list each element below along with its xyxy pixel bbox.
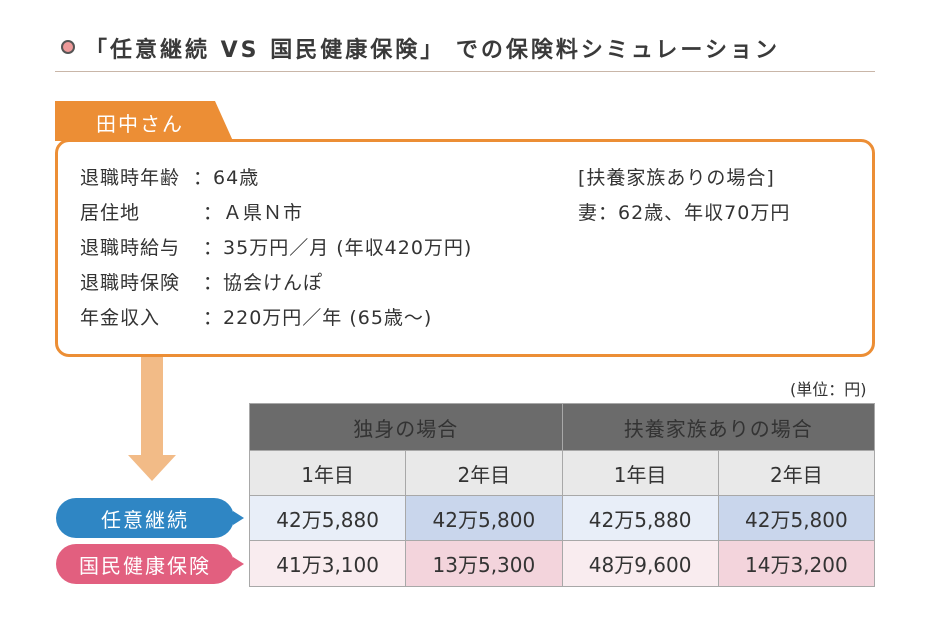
row-tag-label: 国民健康保険 (79, 553, 211, 578)
detail-label: 年金収入 (80, 307, 161, 329)
row-tag-kokumin-kenko-hoken: 国民健康保険 (56, 544, 244, 584)
group-header-single: 独身の場合 (249, 403, 563, 451)
table-row: 42万5,880 42万5,800 42万5,880 42万5,800 (248, 495, 876, 541)
page-title: 「任意継続 VS 国民健康保険」 での保険料シミュレーション (85, 38, 780, 63)
row-tag-nin-i-keizoku: 任意継続 (56, 498, 244, 538)
row-tag-label: 任意継続 (101, 507, 189, 532)
detail-salary: 退職時給与 ：35万円／月 (年収420万円) (80, 233, 472, 260)
table-cell: 42万5,880 (248, 495, 407, 541)
down-arrow-stem (141, 357, 163, 457)
detail-pension: 年金収入 ：220万円／年 (65歳〜) (80, 303, 432, 330)
detail-label: 退職時年齢 (80, 167, 181, 189)
detail-value: Ａ県Ｎ市 (223, 202, 304, 224)
table-row: 41万3,100 13万5,300 48万9,600 14万3,200 (248, 540, 876, 587)
detail-sep: ： (203, 272, 224, 294)
table-cell: 42万5,800 (405, 495, 563, 541)
table-year-header-row: 1年目 2年目 1年目 2年目 (248, 450, 876, 496)
detail-value: 35万円／月 (年収420万円) (223, 237, 473, 259)
year-header: 1年目 (248, 450, 407, 496)
unit-label: (単位：円) (790, 380, 867, 399)
year-header: 1年目 (561, 450, 719, 496)
table-cell: 14万3,200 (717, 540, 876, 587)
person-name: 田中さん (96, 112, 184, 136)
detail-sep: ： (203, 307, 224, 329)
premium-table: 独身の場合 扶養家族ありの場合 1年目 2年目 1年目 2年目 42万5,880… (248, 403, 876, 587)
detail-value: 64歳 (213, 167, 260, 189)
detail-sep: ： (193, 167, 214, 189)
detail-sep: ： (203, 237, 224, 259)
person-info-box (55, 139, 875, 357)
table-cell: 42万5,800 (717, 495, 876, 541)
detail-label: 居住地 (80, 202, 141, 224)
detail-label: 退職時保険 (80, 272, 181, 294)
table-cell: 42万5,880 (561, 495, 719, 541)
down-arrow-icon (128, 455, 176, 481)
detail-label: 退職時給与 (80, 237, 181, 259)
table-cell: 48万9,600 (561, 540, 719, 587)
group-header-dependents: 扶養家族ありの場合 (561, 403, 875, 451)
detail-sep: ： (203, 202, 224, 224)
year-header: 2年目 (717, 450, 876, 496)
detail-residence: 居住地 ：Ａ県Ｎ市 (80, 198, 303, 225)
detail-age: 退職時年齢 ：64歳 (80, 163, 259, 190)
detail-value: 220万円／年 (65歳〜) (223, 307, 433, 329)
year-header: 2年目 (405, 450, 563, 496)
bullet-dot-icon (61, 40, 75, 54)
table-group-header-row: 独身の場合 扶養家族ありの場合 (249, 403, 875, 451)
dependent-heading: [扶養家族ありの場合] (578, 167, 775, 189)
detail-value: 協会けんぽ (223, 272, 324, 294)
person-name-tab (55, 101, 233, 141)
dependent-detail: 妻：62歳、年収70万円 (578, 202, 791, 224)
title-bar: 「任意継続 VS 国民健康保険」 での保険料シミュレーション (55, 24, 875, 72)
table-cell: 41万3,100 (248, 540, 407, 587)
table-cell: 13万5,300 (405, 540, 563, 587)
detail-insurance: 退職時保険 ：協会けんぽ (80, 268, 323, 295)
